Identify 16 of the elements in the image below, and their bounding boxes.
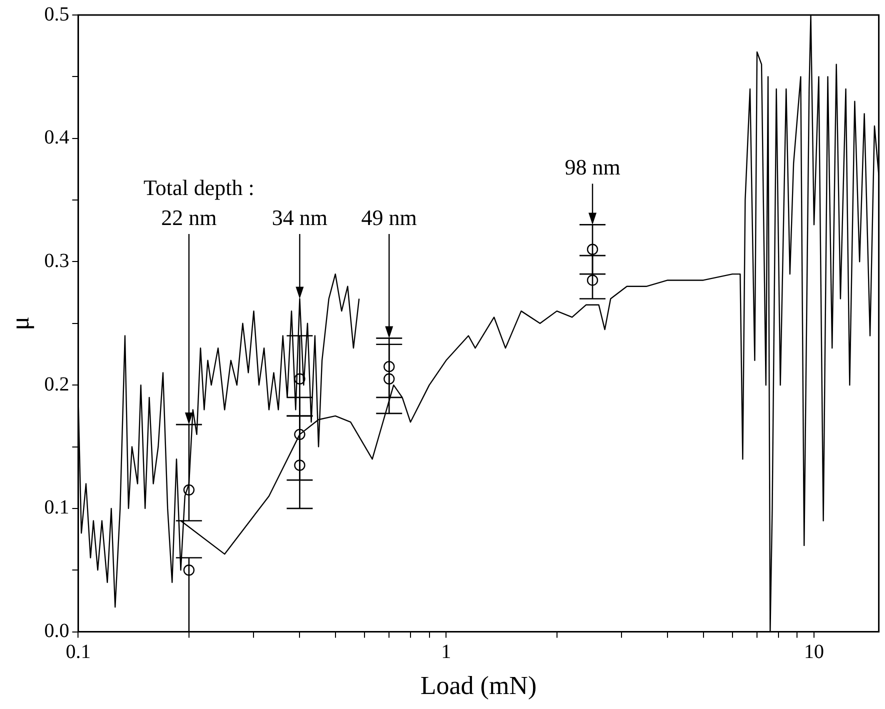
annotation: 98 nm (564, 154, 620, 180)
y-tick-label: 0.0 (44, 620, 70, 642)
y-axis-title: μ (5, 316, 34, 330)
y-tick-label: 0.3 (44, 250, 70, 272)
annotation: 22 nm (161, 204, 217, 230)
y-tick-label: 0.4 (44, 126, 70, 149)
y-tick-label: 0.2 (44, 373, 70, 396)
y-tick-label: 0.1 (44, 496, 70, 519)
y-tick-label: 0.5 (44, 3, 70, 26)
x-tick-label: 1 (441, 641, 452, 664)
annotation: 34 nm (272, 204, 328, 230)
x-axis-title: Load (mN) (420, 671, 537, 700)
x-tick-label: 0.1 (66, 641, 91, 664)
annotation: 49 nm (361, 204, 417, 230)
x-tick-label: 10 (804, 641, 824, 664)
annotation: Total depth : (144, 174, 254, 200)
